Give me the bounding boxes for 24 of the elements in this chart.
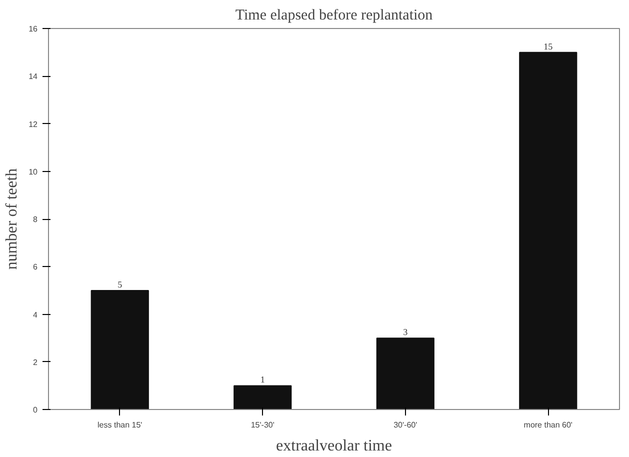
x-tick-label: 30'-60' — [394, 420, 418, 430]
data-label: 3 — [403, 327, 408, 338]
y-tick-label: 6 — [33, 262, 38, 272]
bar — [90, 290, 149, 410]
x-tick-label: 15'-30' — [250, 420, 275, 430]
y-tick-label: 8 — [33, 215, 38, 224]
chart-title: Time elapsed before replantation — [235, 8, 434, 24]
y-tick-label: 2 — [33, 358, 38, 367]
bar — [376, 338, 434, 410]
bar — [234, 385, 292, 410]
bar — [519, 52, 578, 410]
data-label: 15 — [544, 41, 554, 52]
x-tick-label: less than 15' — [98, 420, 143, 430]
y-tick-label: 0 — [33, 406, 38, 414]
x-tick-label: more than 60' — [524, 420, 573, 430]
y-tick-label: 4 — [33, 310, 38, 320]
y-tick-label: 14 — [28, 72, 38, 82]
y-tick-label: 10 — [28, 167, 38, 176]
y-axis-title: number of teeth — [4, 168, 21, 270]
data-label: 1 — [260, 374, 265, 385]
y-tick-label: 12 — [28, 120, 38, 129]
x-axis-title: extraalveolar time — [276, 438, 392, 454]
y-tick-label: 16 — [28, 24, 38, 34]
data-label: 5 — [118, 279, 123, 290]
